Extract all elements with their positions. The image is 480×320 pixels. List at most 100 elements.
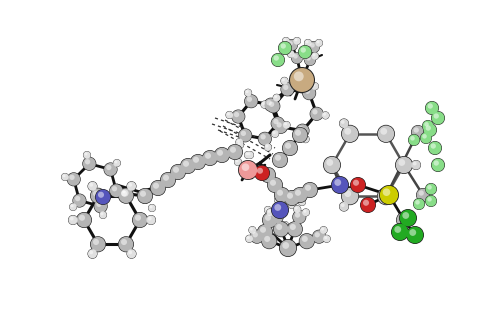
Circle shape	[431, 158, 445, 172]
Circle shape	[89, 183, 93, 187]
Circle shape	[244, 151, 252, 159]
Circle shape	[380, 190, 387, 197]
Circle shape	[344, 128, 351, 135]
Circle shape	[428, 103, 433, 109]
Circle shape	[341, 203, 345, 207]
Circle shape	[121, 189, 129, 197]
Circle shape	[235, 138, 243, 146]
Circle shape	[332, 177, 348, 193]
Circle shape	[76, 212, 92, 228]
Circle shape	[100, 212, 104, 215]
Circle shape	[278, 41, 292, 55]
Circle shape	[232, 110, 245, 123]
Circle shape	[275, 205, 283, 213]
Circle shape	[428, 141, 442, 155]
Circle shape	[289, 67, 315, 93]
Circle shape	[380, 128, 387, 135]
Circle shape	[283, 121, 290, 129]
Circle shape	[247, 97, 252, 102]
Circle shape	[238, 142, 240, 145]
Circle shape	[99, 211, 107, 219]
Circle shape	[99, 211, 107, 219]
Circle shape	[148, 217, 152, 220]
Circle shape	[121, 189, 129, 197]
Circle shape	[288, 51, 291, 54]
Circle shape	[399, 209, 417, 227]
Circle shape	[303, 137, 306, 140]
Circle shape	[267, 177, 283, 193]
Circle shape	[377, 187, 395, 205]
Circle shape	[398, 159, 405, 166]
Circle shape	[275, 205, 282, 213]
Circle shape	[128, 251, 132, 254]
Circle shape	[268, 226, 276, 234]
Circle shape	[284, 190, 300, 206]
Circle shape	[273, 119, 278, 124]
Circle shape	[432, 112, 444, 124]
Circle shape	[143, 197, 145, 200]
Circle shape	[127, 249, 136, 259]
Circle shape	[70, 217, 73, 220]
Circle shape	[283, 121, 290, 129]
Circle shape	[270, 180, 276, 186]
Circle shape	[431, 143, 436, 149]
Circle shape	[273, 94, 280, 101]
Circle shape	[104, 163, 118, 176]
Circle shape	[276, 197, 278, 200]
Circle shape	[392, 224, 408, 240]
Circle shape	[281, 221, 289, 229]
Circle shape	[269, 101, 274, 107]
Circle shape	[271, 53, 285, 67]
Circle shape	[413, 162, 417, 165]
Circle shape	[249, 226, 256, 234]
Circle shape	[274, 55, 279, 61]
Circle shape	[312, 230, 325, 243]
Circle shape	[417, 188, 430, 202]
Circle shape	[118, 188, 134, 204]
Circle shape	[433, 160, 439, 166]
Circle shape	[260, 167, 276, 183]
Circle shape	[323, 235, 330, 243]
Circle shape	[408, 134, 420, 146]
Circle shape	[290, 68, 314, 92]
Circle shape	[312, 52, 319, 60]
Circle shape	[293, 54, 298, 59]
Circle shape	[180, 158, 196, 174]
Circle shape	[71, 204, 73, 207]
Circle shape	[171, 164, 185, 179]
Circle shape	[276, 224, 282, 230]
Circle shape	[310, 107, 324, 121]
Circle shape	[396, 157, 412, 173]
Circle shape	[93, 239, 99, 245]
Circle shape	[287, 221, 303, 237]
Circle shape	[425, 196, 436, 206]
Circle shape	[293, 128, 307, 142]
Circle shape	[288, 201, 296, 209]
Circle shape	[193, 157, 199, 163]
Circle shape	[299, 45, 312, 59]
Circle shape	[180, 159, 195, 173]
Circle shape	[238, 160, 258, 180]
Circle shape	[88, 249, 97, 258]
Circle shape	[274, 120, 288, 134]
Circle shape	[406, 226, 424, 244]
Circle shape	[264, 98, 277, 111]
Circle shape	[67, 173, 80, 186]
Circle shape	[121, 239, 127, 245]
Circle shape	[96, 190, 110, 204]
Circle shape	[96, 202, 102, 207]
Circle shape	[399, 215, 405, 221]
Circle shape	[85, 159, 90, 164]
Circle shape	[244, 89, 252, 97]
Circle shape	[282, 37, 290, 45]
Circle shape	[283, 140, 298, 156]
Circle shape	[312, 109, 318, 115]
Circle shape	[274, 222, 288, 236]
Circle shape	[273, 153, 288, 167]
Circle shape	[422, 134, 427, 139]
Circle shape	[257, 168, 263, 174]
Circle shape	[344, 190, 351, 197]
Circle shape	[239, 129, 252, 142]
Circle shape	[264, 143, 272, 151]
Circle shape	[104, 163, 117, 176]
